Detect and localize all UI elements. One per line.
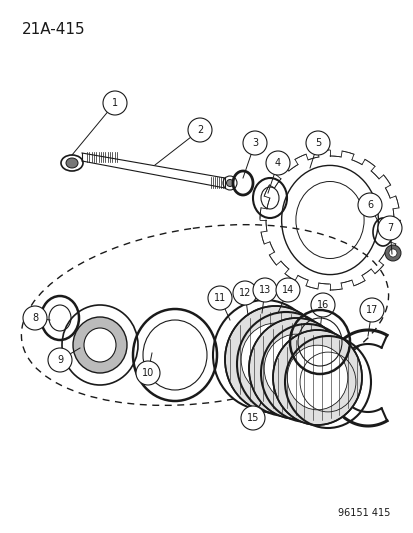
Text: 13: 13 — [258, 285, 271, 295]
Circle shape — [23, 306, 47, 330]
Ellipse shape — [73, 317, 127, 373]
Circle shape — [188, 118, 211, 142]
Circle shape — [103, 91, 127, 115]
Text: 10: 10 — [142, 368, 154, 378]
Circle shape — [377, 216, 401, 240]
Circle shape — [305, 131, 329, 155]
Ellipse shape — [272, 330, 361, 425]
Ellipse shape — [248, 318, 343, 419]
Text: 5: 5 — [314, 138, 320, 148]
Ellipse shape — [263, 334, 328, 403]
Text: 12: 12 — [238, 288, 251, 298]
Circle shape — [48, 348, 72, 372]
Circle shape — [136, 361, 159, 385]
Circle shape — [240, 406, 264, 430]
Ellipse shape — [241, 323, 309, 396]
Ellipse shape — [224, 306, 325, 413]
Text: 15: 15 — [246, 413, 259, 423]
Text: 2: 2 — [197, 125, 203, 135]
Text: 17: 17 — [365, 305, 377, 315]
Ellipse shape — [226, 180, 233, 187]
Text: 96151 415: 96151 415 — [337, 508, 389, 518]
Ellipse shape — [287, 345, 347, 410]
Circle shape — [252, 278, 276, 302]
Text: 9: 9 — [57, 355, 63, 365]
Ellipse shape — [388, 249, 396, 257]
Text: 3: 3 — [252, 138, 257, 148]
Circle shape — [207, 286, 231, 310]
Text: 11: 11 — [214, 293, 225, 303]
Text: 21A-415: 21A-415 — [22, 22, 85, 37]
Ellipse shape — [84, 328, 116, 362]
Circle shape — [359, 298, 383, 322]
Ellipse shape — [384, 245, 400, 261]
Text: 16: 16 — [316, 300, 328, 310]
Text: 7: 7 — [386, 223, 392, 233]
Circle shape — [266, 151, 289, 175]
Text: 14: 14 — [281, 285, 293, 295]
Circle shape — [233, 281, 256, 305]
Text: 6: 6 — [366, 200, 372, 210]
Circle shape — [357, 193, 381, 217]
Text: 4: 4 — [274, 158, 280, 168]
Text: 1: 1 — [112, 98, 118, 108]
Circle shape — [242, 131, 266, 155]
Ellipse shape — [66, 158, 78, 168]
Circle shape — [275, 278, 299, 302]
Text: 8: 8 — [32, 313, 38, 323]
Circle shape — [310, 293, 334, 317]
